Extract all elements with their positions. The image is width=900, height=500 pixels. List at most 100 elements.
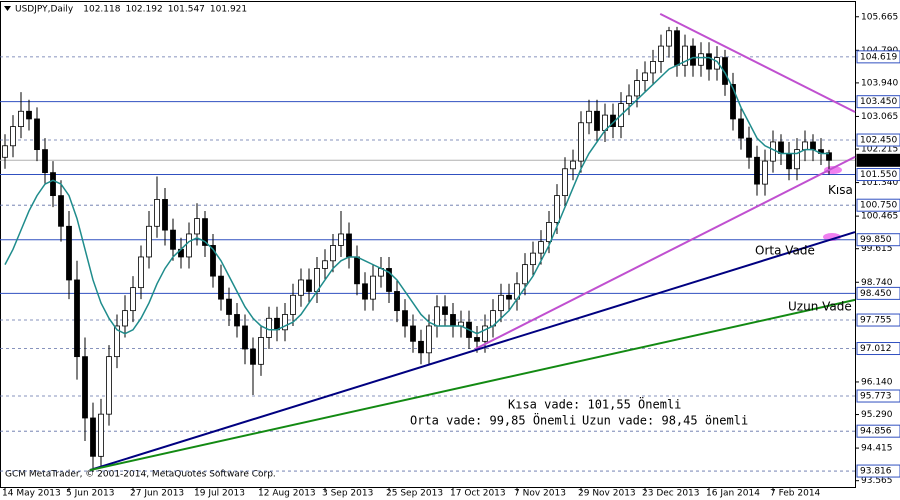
candle-body (650, 61, 656, 74)
candle-body (410, 325, 416, 342)
candle-body (722, 57, 728, 85)
annotation: Orta vade: 99,85 Önemli (410, 412, 576, 428)
candle-body (554, 195, 560, 223)
candle-body (186, 233, 192, 258)
level-label: 97.012 (860, 344, 892, 354)
candle-body (2, 145, 8, 158)
level-label-box (856, 153, 900, 167)
level-label: 103.450 (860, 97, 897, 107)
candle-body (762, 160, 768, 185)
candle-body (730, 84, 736, 120)
candle-body (170, 229, 176, 250)
trendline (474, 156, 856, 351)
candle-body (106, 356, 112, 415)
symbol-icon (4, 6, 11, 11)
level-label: 99.850 (860, 235, 892, 245)
candle-body (674, 30, 680, 66)
plot-frame (0, 1, 856, 488)
level-label: 104.619 (860, 52, 897, 62)
candle-body (306, 279, 312, 292)
candle-body (434, 306, 440, 327)
level-label-box (856, 286, 900, 300)
candle-body (226, 298, 232, 315)
x-tick-label: 12 Aug 2013 (258, 489, 316, 499)
candle-body (506, 294, 512, 300)
candle-body (138, 256, 144, 289)
candle-body (442, 306, 448, 315)
level-label: 97.755 (860, 316, 892, 326)
level-label-box (856, 313, 900, 327)
candle-body (58, 195, 64, 227)
candle-body (642, 72, 648, 81)
candle-body (242, 325, 248, 350)
candle-body (498, 294, 504, 312)
candle-body (738, 118, 744, 139)
y-tick-label: 100.465 (861, 212, 898, 222)
trendline-label: Orta Vade (755, 244, 815, 258)
candle-body (418, 340, 424, 354)
copyright: GCM MetaTrader, © 2001-2014, MetaQuotes … (5, 470, 276, 480)
y-tick-label: 94.415 (861, 444, 893, 454)
candle-body (202, 218, 208, 246)
level-label: 98.450 (860, 289, 892, 299)
candle-body (754, 156, 760, 185)
level-label-box (856, 133, 900, 147)
candle-body (666, 30, 672, 47)
y-tick-label: 101.340 (861, 178, 898, 188)
candle-body (562, 168, 568, 197)
candle-body (522, 264, 528, 285)
candle-body (770, 141, 776, 162)
candle-body (474, 337, 480, 342)
candle-body (290, 294, 296, 315)
y-tick-label: 99.615 (861, 244, 893, 254)
candle-body (690, 45, 696, 66)
x-tick-label: 3 Sep 2013 (322, 489, 373, 499)
level-label: 95.773 (860, 392, 892, 402)
y-tick-label: 93.565 (861, 476, 893, 486)
y-tick-label: 95.290 (861, 410, 893, 420)
candle-body (66, 225, 72, 281)
candle-body (282, 314, 288, 331)
candle-body (322, 260, 328, 269)
candle-body (98, 413, 104, 457)
level-label: 100.750 (860, 201, 897, 211)
x-tick-label: 5 Jun 2013 (66, 489, 114, 499)
candle-body (146, 225, 152, 258)
candle-body (162, 199, 168, 231)
candle-body (402, 310, 408, 327)
x-tick-label: 29 Nov 2013 (578, 489, 636, 499)
candle-body (74, 279, 80, 358)
x-tick-label: 23 Dec 2013 (642, 489, 700, 499)
candle-body (594, 110, 600, 131)
candle-body (82, 356, 88, 419)
candle-body (426, 325, 432, 354)
x-tick-label: 17 Oct 2013 (450, 489, 506, 499)
level-label: 94.856 (860, 427, 892, 437)
level-label-box (856, 464, 900, 478)
x-tick-label: 25 Sep 2013 (386, 489, 443, 499)
y-tick-label: 103.940 (861, 78, 898, 88)
y-tick-label: 98.740 (861, 278, 893, 288)
trendline (89, 298, 856, 472)
candle-body (330, 245, 336, 262)
candle-body (538, 241, 544, 254)
candle-body (266, 317, 272, 338)
candle-body (794, 149, 800, 170)
moving-average (4, 56, 829, 335)
candle-body (10, 126, 16, 147)
candle-body (210, 245, 216, 277)
x-tick-label: 27 Jun 2013 (130, 489, 184, 499)
candle-body (570, 160, 576, 170)
level-label: 102.450 (860, 136, 897, 146)
candle-body (714, 57, 720, 70)
candle-body (130, 287, 136, 312)
candle-body (154, 199, 160, 227)
candle-body (658, 45, 664, 62)
trendline (659, 12, 856, 113)
y-tick-label: 103.065 (861, 112, 898, 122)
level-label-box (856, 198, 900, 212)
y-tick-label: 96.140 (861, 377, 893, 387)
x-tick-label: 7 Nov 2013 (514, 489, 566, 499)
marker (823, 233, 841, 241)
candle-body (258, 337, 264, 365)
